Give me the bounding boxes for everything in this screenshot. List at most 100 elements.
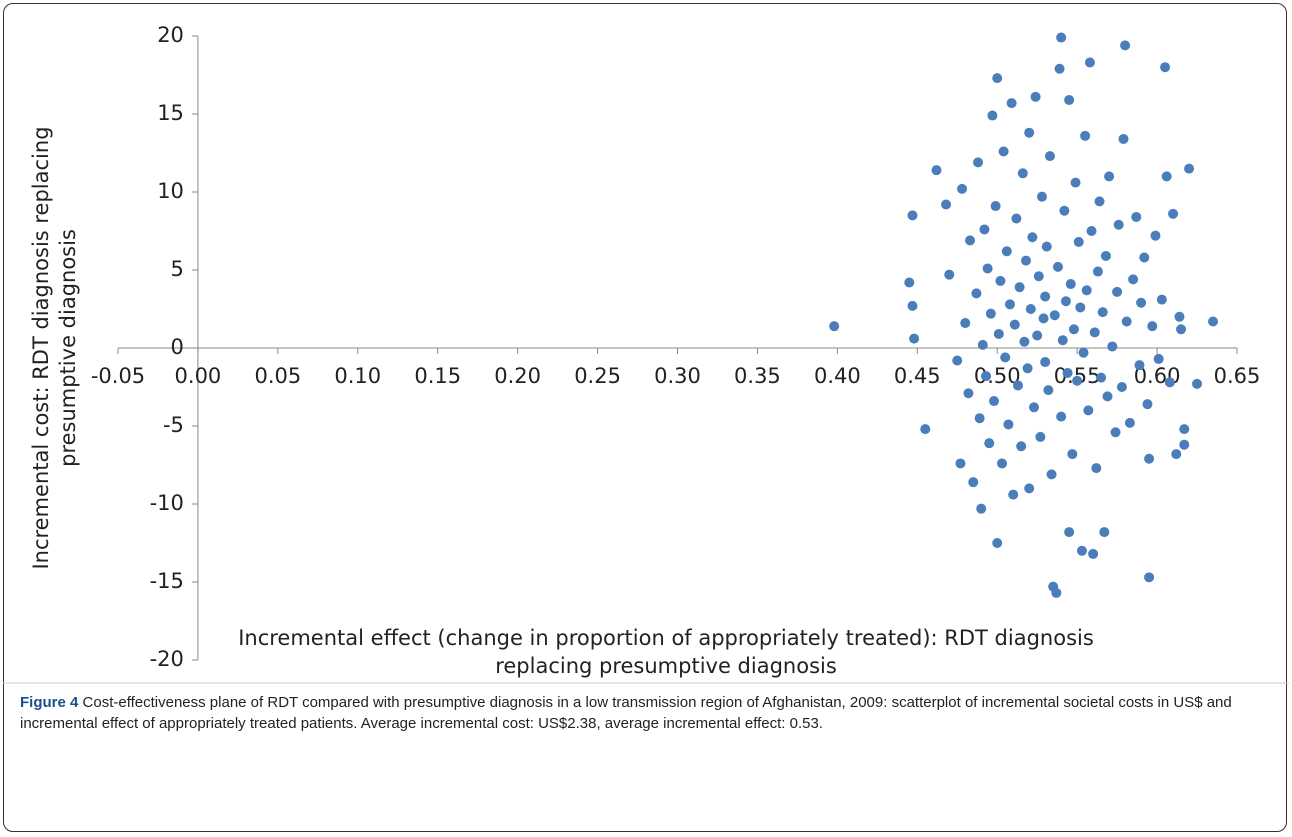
point (1046, 469, 1057, 480)
point (1091, 463, 1102, 474)
point (1156, 294, 1167, 305)
x-tick-label: 0.35 (734, 364, 781, 388)
point (1036, 191, 1047, 202)
point (1110, 427, 1121, 438)
point (1144, 572, 1155, 583)
point (1019, 336, 1030, 347)
point (1062, 367, 1073, 378)
point (1028, 402, 1039, 413)
point (904, 277, 915, 288)
point (1024, 483, 1035, 494)
point (1147, 321, 1158, 332)
point (944, 269, 955, 280)
point (1068, 324, 1079, 335)
point (1120, 40, 1131, 51)
x-tick-label: -0.05 (91, 364, 145, 388)
y-tick-label: -10 (150, 491, 184, 515)
point (1005, 299, 1016, 310)
caption-text: Cost-effectiveness plane of RDT compared… (20, 694, 1232, 732)
point (1124, 417, 1135, 428)
point (1003, 419, 1014, 430)
point (1020, 255, 1031, 266)
x-tick-label: 0.65 (1214, 364, 1261, 388)
point (1056, 411, 1067, 422)
point (1092, 266, 1103, 277)
point (1168, 208, 1179, 219)
point (1001, 246, 1012, 257)
point (1012, 380, 1023, 391)
point (1032, 330, 1043, 341)
figure-frame (3, 3, 1287, 832)
point (979, 224, 990, 235)
point (1096, 372, 1107, 383)
x-axis-label: replacing presumptive diagnosis (495, 654, 837, 678)
point (907, 210, 918, 221)
point (829, 321, 840, 332)
y-tick-label: 5 (171, 257, 184, 281)
point (1017, 168, 1028, 179)
point (989, 396, 1000, 407)
point (1073, 236, 1084, 247)
point (1014, 282, 1025, 293)
point (1043, 385, 1054, 396)
point (1067, 449, 1078, 460)
point (1171, 449, 1182, 460)
point (981, 371, 992, 382)
point (1104, 171, 1115, 182)
point (1054, 63, 1065, 74)
point (1000, 352, 1011, 363)
point (1164, 377, 1175, 388)
x-tick-label: 0.40 (814, 364, 861, 388)
point (998, 146, 1009, 157)
point (1041, 241, 1052, 252)
point (974, 413, 985, 424)
point (1099, 527, 1110, 538)
point (1179, 424, 1190, 435)
point (987, 110, 998, 121)
point (1094, 196, 1105, 207)
point (997, 458, 1008, 469)
y-tick-label: -15 (150, 569, 184, 593)
x-tick-label: 0.30 (654, 364, 701, 388)
point (1160, 62, 1171, 73)
point (1176, 324, 1187, 335)
point (1118, 133, 1129, 144)
point (1056, 32, 1067, 43)
point (1088, 548, 1099, 559)
y-tick-label: 20 (157, 23, 184, 47)
point (993, 328, 1004, 339)
y-tick-label: 10 (157, 179, 184, 203)
point (982, 263, 993, 274)
point (1081, 285, 1092, 296)
point (992, 73, 1003, 84)
x-tick-label: 0.10 (334, 364, 381, 388)
point (1192, 378, 1203, 389)
point (1064, 94, 1075, 105)
x-tick-label: 0.05 (254, 364, 301, 388)
point (1078, 347, 1089, 358)
point (955, 458, 966, 469)
point (1051, 587, 1062, 598)
point (1102, 391, 1113, 402)
x-axis-label: Incremental effect (change in proportion… (238, 626, 1094, 650)
y-axis-label: Incremental cost: RDT diagnosis replacin… (29, 126, 53, 569)
point (1134, 360, 1145, 371)
point (1121, 316, 1132, 327)
point (1011, 213, 1022, 224)
y-tick-label: -5 (163, 413, 184, 437)
point (1044, 151, 1055, 162)
point (1072, 375, 1083, 386)
point (965, 235, 976, 246)
x-tick-label: 0.00 (175, 364, 222, 388)
point (1179, 439, 1190, 450)
point (1184, 163, 1195, 174)
point (984, 438, 995, 449)
point (957, 183, 968, 194)
point (952, 355, 963, 366)
point (907, 300, 918, 311)
point (1009, 319, 1020, 330)
point (1070, 177, 1081, 188)
point (963, 388, 974, 399)
